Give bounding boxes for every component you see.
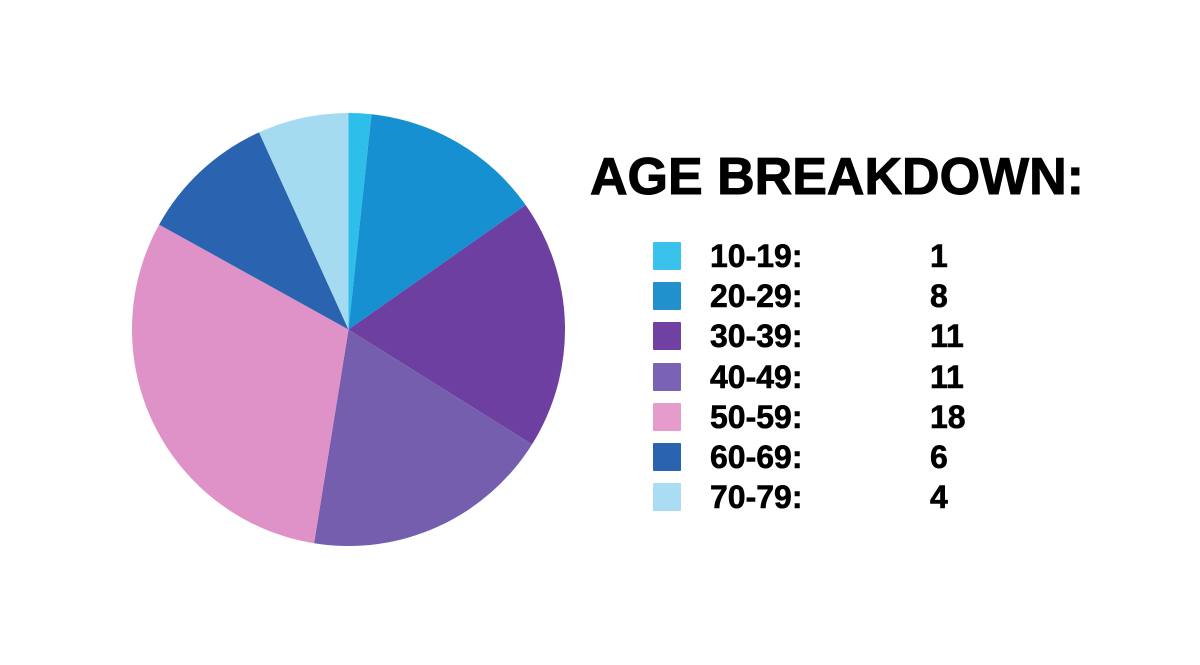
legend-label: 40-49: [710, 359, 803, 395]
legend-value: 11 [930, 318, 964, 354]
pie-chart [131, 113, 565, 546]
pie-slice-30-39 [348, 205, 565, 445]
legend-value: 1 [930, 238, 948, 274]
pie-slice-70-79 [259, 113, 349, 330]
legend-label: 60-69: [710, 439, 803, 475]
pie-slice-20-29 [348, 114, 526, 330]
pie-slice-10-19 [348, 113, 372, 330]
legend: 10-19: 1 20-29: 8 30-39: 11 40-49: 11 50… [653, 238, 1073, 522]
legend-row: 70-79: 4 [653, 479, 1073, 515]
legend-label: 50-59: [710, 399, 803, 435]
legend-value: 18 [930, 399, 966, 435]
legend-label: 20-29: [710, 278, 803, 314]
legend-value: 6 [930, 439, 948, 475]
legend-row: 40-49: 11 [653, 359, 1073, 395]
legend-label: 30-39: [710, 318, 803, 354]
legend-swatch [653, 403, 681, 431]
legend-row: 50-59: 18 [653, 399, 1073, 435]
legend-value: 8 [930, 278, 948, 314]
legend-row: 30-39: 11 [653, 318, 1073, 354]
legend-label: 10-19: [710, 238, 803, 274]
legend-swatch [653, 483, 681, 511]
pie-slice-60-69 [159, 132, 349, 330]
pie-chart-wrap [131, 113, 565, 546]
legend-row: 60-69: 6 [653, 439, 1073, 475]
legend-value: 11 [930, 359, 964, 395]
legend-swatch [653, 443, 681, 471]
legend-row: 20-29: 8 [653, 278, 1073, 314]
legend-label: 70-79: [710, 479, 803, 515]
legend-swatch [653, 363, 681, 391]
legend-value: 4 [930, 479, 948, 515]
legend-row: 10-19: 1 [653, 238, 1073, 274]
legend-swatch [653, 242, 681, 270]
legend-swatch [653, 282, 681, 310]
pie-slice-40-49 [314, 329, 533, 546]
chart-title: AGE BREAKDOWN: [590, 148, 1085, 206]
legend-swatch [653, 322, 681, 350]
pie-slice-50-59 [131, 224, 349, 544]
